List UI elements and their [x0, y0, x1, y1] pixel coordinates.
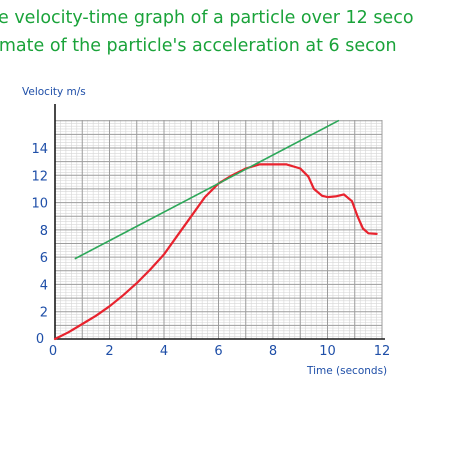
x-tick-label: 10 [319, 344, 336, 359]
y-axis-title: Velocity m/s [22, 86, 86, 98]
y-tick-label: 8 [40, 224, 48, 239]
series-lines [53, 119, 378, 341]
x-tick-label: 4 [160, 344, 168, 359]
x-tick-label: 6 [214, 344, 222, 359]
x-tick-label: 8 [269, 344, 277, 359]
major-grid [54, 120, 383, 340]
y-tick-label: 6 [40, 251, 48, 266]
x-tick-label: 0 [49, 344, 57, 359]
question-line-2: imate of the particle's acceleration at … [0, 36, 397, 56]
tangent-line [74, 119, 340, 260]
y-tick-label: 14 [31, 142, 48, 157]
x-tick-label: 2 [105, 344, 113, 359]
y-tick-label: 4 [40, 278, 48, 293]
y-tick-label: 2 [40, 306, 48, 321]
y-tick-label: 0 [36, 332, 44, 347]
axes [54, 104, 385, 340]
tick-labels: 0 2 4 6 8 10 12 0 2 4 6 8 10 12 14 [31, 142, 390, 359]
x-axis-title: Time (seconds) [306, 365, 387, 377]
question-line-1: e velocity-time graph of a particle over… [0, 8, 414, 28]
y-tick-label: 10 [31, 197, 48, 212]
x-tick-label: 12 [374, 344, 391, 359]
y-tick-label: 12 [31, 169, 48, 184]
